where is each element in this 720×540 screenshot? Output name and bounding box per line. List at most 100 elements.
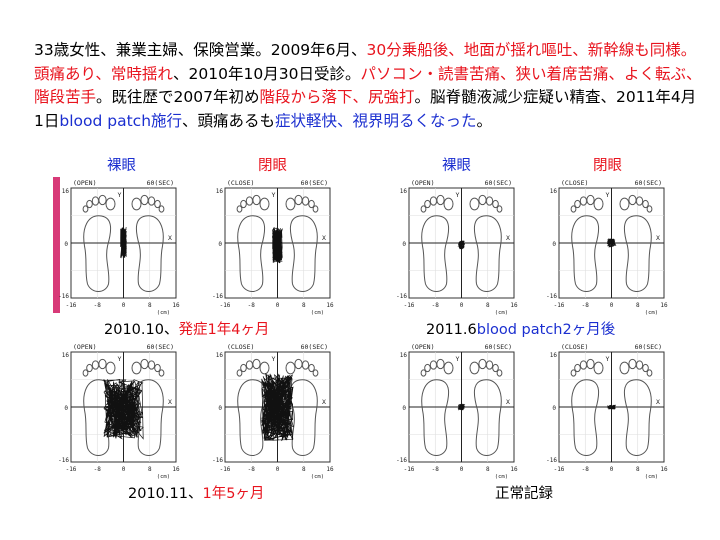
tick-label: -16 — [396, 457, 407, 464]
marker-strip — [53, 177, 60, 313]
tick-label: 0 — [460, 466, 464, 473]
unit-label: (cm) — [157, 474, 170, 480]
y-axis-label: Y — [272, 355, 276, 363]
duration-label: 60(SEC) — [147, 343, 174, 351]
unit-label: (cm) — [645, 474, 658, 480]
caption-2011-6: 2011.6blood patch2ヶ月後 — [426, 322, 616, 338]
toe-outline — [579, 360, 588, 370]
toe-outline — [158, 205, 165, 213]
toe-outline — [105, 197, 116, 211]
toe-outline — [579, 196, 588, 206]
toe-outline — [154, 199, 161, 209]
duration-label: 60(SEC) — [635, 343, 662, 351]
toe-outline — [420, 369, 427, 377]
tick-label: -8 — [582, 302, 590, 309]
y-axis-label: Y — [456, 191, 460, 199]
duration-label: 60(SEC) — [485, 343, 512, 351]
paragraph-run: 。既往歴で2007年初め — [96, 88, 260, 106]
toe-outline — [301, 196, 310, 206]
toe-outline — [301, 360, 310, 370]
tick-label: 16 — [510, 466, 518, 473]
tick-label: 16 — [62, 352, 70, 359]
stabilogram-2011-6-open: (OPEN) 60(SEC) Y X 16 0 -16 -16 -8 0 8 16 (cm) — [394, 176, 529, 316]
tick-label: 16 — [400, 352, 408, 359]
close-label: (CLOSE) — [227, 179, 254, 187]
paragraph-run: 。 — [476, 111, 493, 130]
toe-outline — [131, 197, 142, 211]
tick-label: -16 — [220, 302, 231, 309]
tick-label: -8 — [248, 466, 256, 473]
toe-outline — [570, 369, 577, 377]
paragraph-run: 階段から落下、尻強打 — [259, 88, 415, 106]
footprint-outline — [473, 215, 502, 292]
toe-outline — [593, 197, 604, 211]
tick-label: 16 — [660, 302, 668, 309]
unit-label: (cm) — [495, 474, 508, 480]
tick-label: 8 — [148, 302, 152, 309]
unit-label: (cm) — [311, 310, 324, 316]
toe-outline — [312, 205, 319, 213]
duration-label: 60(SEC) — [301, 179, 328, 187]
toe-outline — [574, 199, 581, 209]
toe-outline — [240, 199, 247, 209]
toe-outline — [259, 197, 270, 211]
unit-label: (cm) — [157, 310, 170, 316]
y-axis-label: Y — [272, 191, 276, 199]
toe-outline — [236, 205, 243, 213]
toe-outline — [469, 197, 480, 211]
tick-label: 0 — [402, 405, 406, 412]
tick-label: -16 — [404, 466, 415, 473]
paragraph-run: 30分乗船後、地面が揺れ嘔吐、新幹線も同様。頭痛あり、常時揺れ — [34, 41, 697, 83]
tick-label: -16 — [554, 466, 565, 473]
tick-label: -16 — [404, 302, 415, 309]
unit-label: (cm) — [495, 310, 508, 316]
footprint-outline — [473, 379, 502, 456]
tick-label: 8 — [302, 302, 306, 309]
tick-label: 16 — [550, 188, 558, 195]
tick-label: 16 — [326, 466, 334, 473]
paragraph-run: 症状軽快、視界明るくなった — [275, 111, 477, 130]
duration-label: 60(SEC) — [635, 179, 662, 187]
tick-label: 0 — [276, 302, 280, 309]
y-axis-label: Y — [606, 191, 610, 199]
toe-outline — [158, 369, 165, 377]
paragraph-run: 。脳脊髄液減少症疑い精査、2011年4月1日 — [34, 88, 697, 130]
toe-outline — [259, 361, 270, 375]
footprint-outline — [571, 215, 600, 292]
x-axis-label: X — [656, 398, 660, 406]
paragraph-run: パソコン・読書苦痛、狭い着席苦痛、よく転ぶ、階段苦手 — [34, 64, 702, 107]
x-axis-label: X — [322, 398, 326, 406]
toe-outline — [496, 369, 503, 377]
tick-label: 0 — [552, 405, 556, 412]
sway-trace — [103, 378, 144, 440]
footprint-outline — [237, 215, 266, 292]
tick-label: 16 — [660, 466, 668, 473]
tick-label: -16 — [212, 457, 223, 464]
sway-trace — [606, 238, 617, 248]
toe-outline — [131, 361, 142, 375]
x-axis-label: X — [506, 234, 510, 242]
x-axis-label: X — [506, 398, 510, 406]
footprint-outline — [623, 379, 652, 456]
toe-outline — [492, 199, 499, 209]
tick-label: 0 — [64, 241, 68, 248]
stabilogram-2010-11-closed: (CLOSE) 60(SEC) Y X 16 0 -16 -16 -8 0 8 16 (cm) — [210, 340, 345, 480]
tick-label: 0 — [64, 405, 68, 412]
tick-label: -8 — [94, 302, 102, 309]
tick-label: 16 — [216, 188, 224, 195]
tick-label: 0 — [610, 302, 614, 309]
stabilogram-2010-10-open: (OPEN) 60(SEC) Y X 16 0 -16 -16 -8 0 8 16 (cm) — [56, 176, 191, 316]
tick-label: 0 — [552, 241, 556, 248]
caption-2010-11: 2010.11、1年5ヶ月 — [128, 486, 265, 502]
tick-label: 16 — [400, 188, 408, 195]
y-axis-label: Y — [118, 191, 122, 199]
open-label: (OPEN) — [73, 343, 96, 351]
tick-label: -16 — [66, 302, 77, 309]
close-label: (CLOSE) — [227, 343, 254, 351]
toe-outline — [429, 196, 438, 206]
toe-outline — [443, 361, 454, 375]
toe-outline — [646, 205, 653, 213]
toe-outline — [154, 363, 161, 373]
toe-outline — [642, 199, 649, 209]
duration-label: 60(SEC) — [485, 179, 512, 187]
